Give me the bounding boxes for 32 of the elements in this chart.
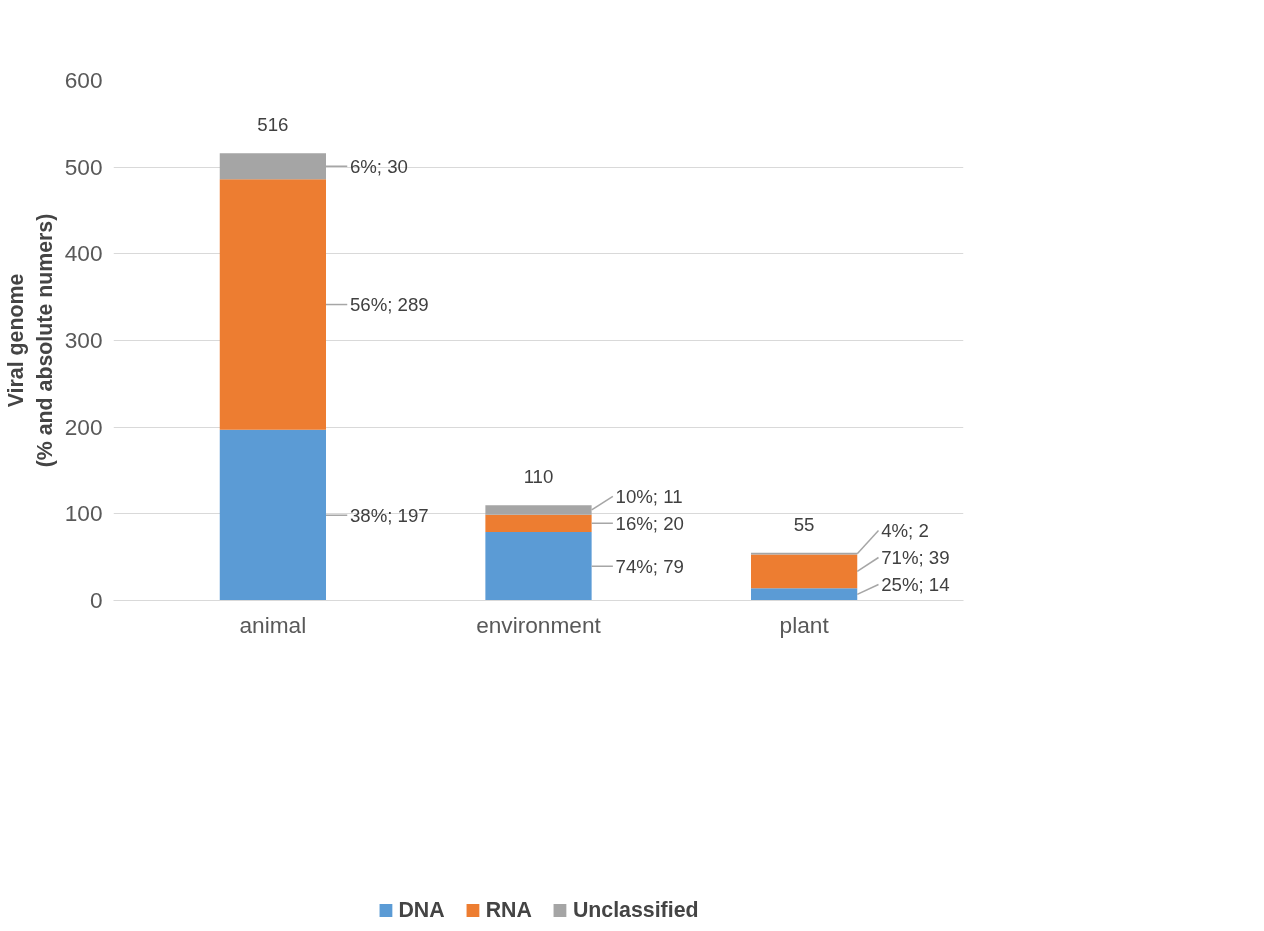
total-label: 110	[523, 466, 554, 488]
bar	[485, 532, 592, 601]
y-tick-label: 0	[89, 587, 103, 613]
bar	[751, 554, 858, 589]
bar	[219, 179, 326, 430]
bar	[485, 514, 592, 533]
data-label: 56%; 289	[349, 294, 429, 316]
x-tick-label: animal	[239, 611, 307, 638]
bar	[219, 429, 326, 601]
data-label: 16%; 20	[615, 512, 684, 534]
legend-label: RNA	[485, 897, 532, 923]
data-label: 38%; 197	[349, 504, 429, 526]
total-label: 516	[257, 114, 289, 136]
legend-label: Unclassified	[572, 897, 699, 923]
y-tick-label: 500	[64, 153, 103, 180]
legend-label: DNA	[398, 897, 445, 923]
x-tick-label: environment	[476, 611, 602, 638]
data-label: 74%; 79	[615, 555, 684, 577]
total-label: 55	[793, 513, 815, 535]
data-label: 6%; 30	[349, 155, 408, 177]
y-tick-label: 300	[64, 327, 103, 353]
x-tick-label: plant	[779, 611, 830, 638]
data-label: 4%; 2	[881, 520, 929, 541]
bar	[751, 588, 858, 601]
y-tick-label: 100	[64, 500, 103, 527]
y-tick-label: 200	[64, 413, 103, 440]
data-label: 25%; 14	[881, 574, 950, 595]
y-axis-title: Viral genome (% and absolute numers)	[3, 213, 57, 468]
data-label: 10%; 11	[615, 485, 683, 507]
y-tick-label: 400	[64, 240, 103, 267]
y-tick-label: 600	[64, 67, 103, 93]
data-label: 71%; 39	[881, 547, 950, 568]
